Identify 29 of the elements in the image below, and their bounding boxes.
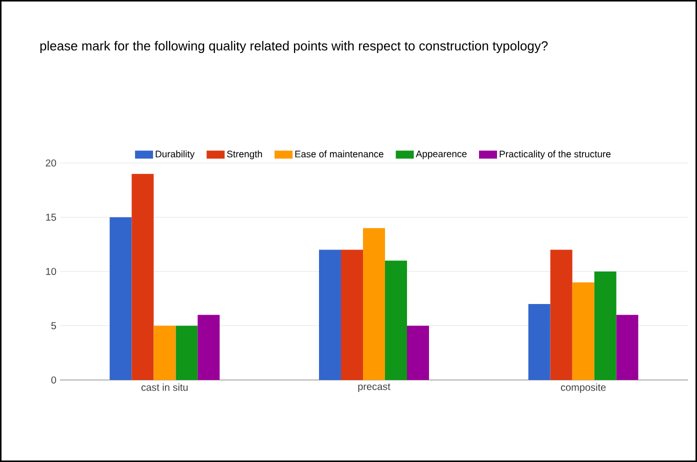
- x-tick-label: cast in situ: [141, 384, 188, 391]
- bar: [341, 250, 363, 380]
- bar: [616, 314, 638, 380]
- y-tick-label: 5: [51, 322, 56, 330]
- bar: [572, 282, 594, 380]
- x-tick-label: precast: [358, 384, 390, 392]
- legend-label: Practicality of the structure: [500, 150, 611, 160]
- bar: [110, 217, 132, 380]
- y-tick-label: 0: [51, 376, 56, 384]
- y-tick-label: 20: [46, 159, 56, 167]
- bar: [176, 326, 198, 380]
- legend-label: Strength: [227, 150, 262, 160]
- y-tick-label: 15: [46, 214, 56, 221]
- bar: [363, 228, 385, 380]
- bar: [594, 271, 616, 380]
- bar: [528, 304, 550, 380]
- legend-label: Appearence: [416, 150, 467, 160]
- bar: [319, 250, 342, 380]
- x-tick-label: composite: [560, 384, 606, 393]
- y-tick-label: 10: [46, 268, 56, 276]
- chart-title: please mark for the following quality related points with respect to construction typology?: [40, 40, 548, 54]
- bar: [154, 326, 176, 380]
- legend-label: Ease of maintenance: [295, 150, 384, 158]
- bar: [385, 260, 407, 380]
- bar: [132, 174, 154, 380]
- bar: [407, 326, 429, 380]
- bar: [550, 250, 572, 380]
- legend-label: Durability: [156, 150, 195, 160]
- bar: [198, 314, 220, 380]
